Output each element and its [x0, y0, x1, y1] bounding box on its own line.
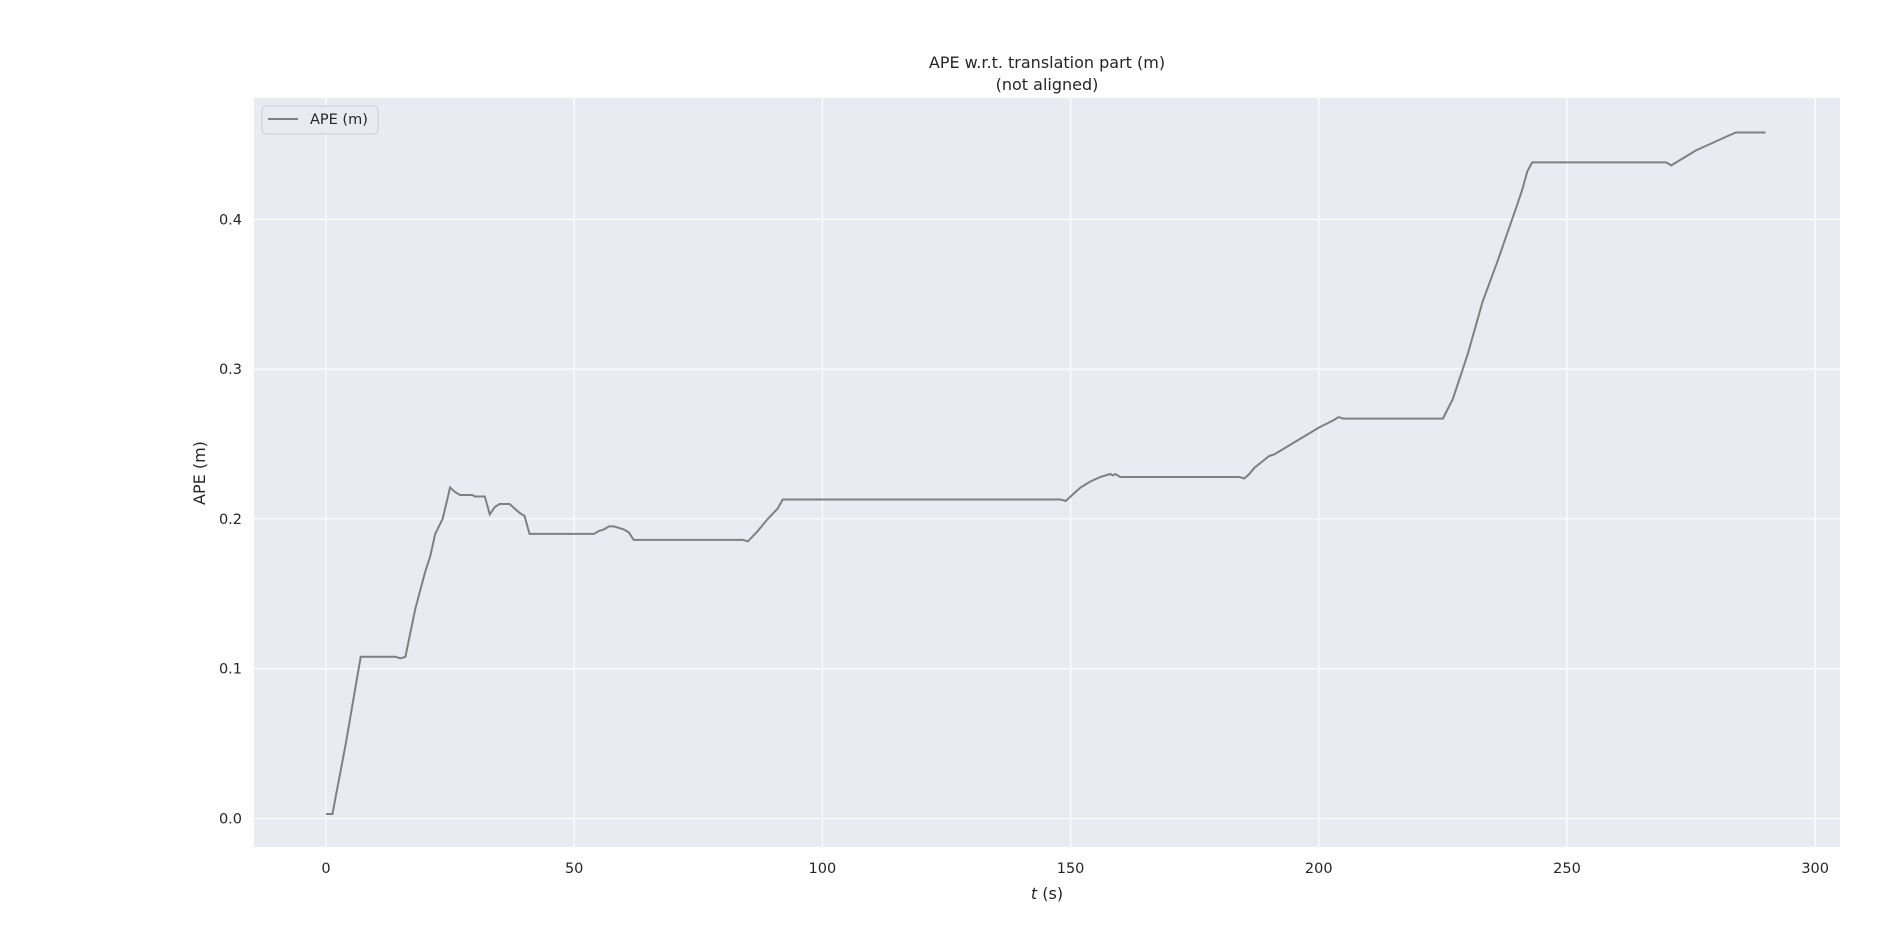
x-axis-label-symbol: t [1031, 884, 1038, 903]
legend: APE (m) [261, 105, 379, 135]
y-tick-label: 0.3 [219, 362, 242, 378]
chart-subtitle: (not aligned) [996, 75, 1099, 94]
x-tick-label: 100 [809, 861, 837, 877]
series-line-ape [326, 131, 1766, 815]
x-axis-label-unit: (s) [1037, 884, 1063, 903]
y-tick-label: 0.1 [219, 662, 242, 678]
legend-box [261, 105, 379, 135]
grid [254, 98, 1840, 847]
x-tick-label: 200 [1305, 861, 1333, 877]
y-axis-label: APE (m) [190, 441, 209, 505]
x-tick-label: 250 [1553, 861, 1581, 877]
x-tick-label: 0 [321, 861, 330, 877]
legend-label: APE (m) [310, 112, 368, 128]
x-tick-label: 150 [1057, 861, 1085, 877]
x-tick-label: 300 [1801, 861, 1829, 877]
plot-background [254, 98, 1840, 847]
y-tick-label: 0.2 [219, 512, 242, 528]
tick-labels: 0 50 100 150 200 250 300 0.0 0.1 0.2 0.3 0.4 [219, 212, 1829, 877]
y-tick-label: 0.4 [219, 212, 242, 228]
x-axis-label: t (s) [1031, 884, 1063, 903]
y-tick-label: 0.0 [219, 812, 242, 828]
x-tick-label: 50 [565, 861, 583, 877]
chart-title: APE w.r.t. translation part (m) [929, 53, 1165, 72]
